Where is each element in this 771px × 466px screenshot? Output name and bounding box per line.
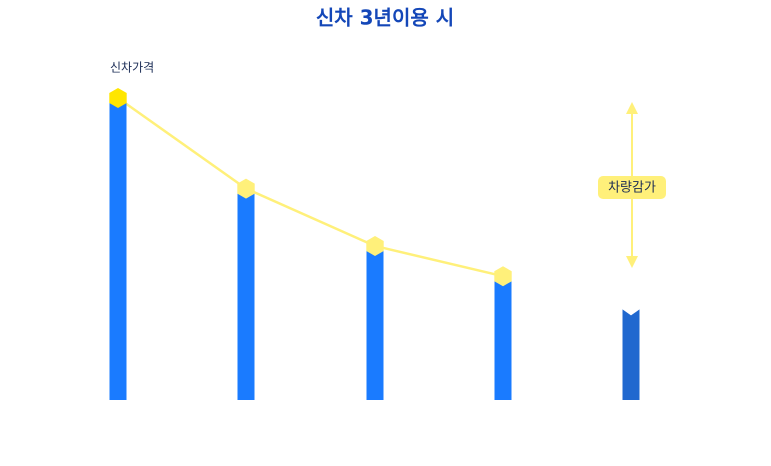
annotation-box (598, 176, 666, 199)
annotation-arrow: 차량감가 (598, 102, 666, 268)
bar (237, 188, 255, 400)
marker (366, 236, 384, 256)
annotation-label: 차량감가 (608, 181, 656, 196)
marker (109, 88, 127, 108)
chart-title: 신차 3년이용 시 (316, 6, 454, 30)
bar (109, 98, 127, 400)
arrow-head (626, 102, 638, 114)
marker (494, 266, 512, 287)
bar (366, 245, 384, 400)
bar (494, 276, 512, 400)
bar (622, 309, 640, 400)
start-label: 신차가격 (110, 61, 154, 75)
trend-line (245, 187, 376, 248)
arrow-head (626, 256, 638, 268)
trend-line (374, 244, 504, 278)
trend-line (117, 96, 247, 190)
marker (237, 178, 255, 199)
